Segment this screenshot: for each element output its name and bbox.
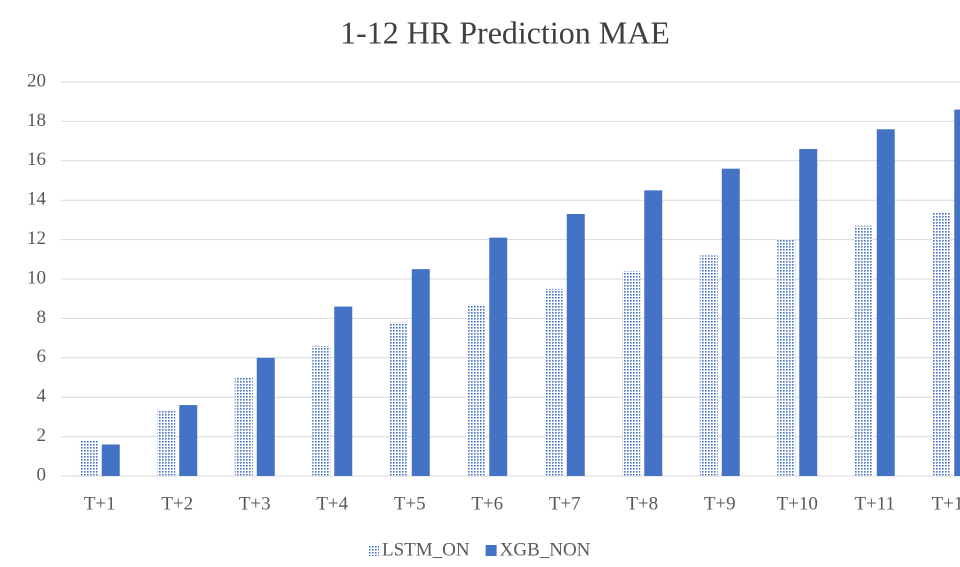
bar — [79, 440, 98, 476]
bar — [256, 357, 275, 476]
bar — [799, 148, 818, 477]
bar — [622, 271, 641, 476]
bar — [777, 239, 796, 476]
y-tick-label: 10 — [27, 267, 46, 288]
x-tick-label: T+7 — [549, 493, 581, 514]
bar — [411, 269, 430, 476]
bar — [544, 288, 563, 476]
bar — [312, 345, 331, 476]
x-tick-label: T+3 — [239, 493, 271, 514]
legend-swatch — [368, 545, 379, 556]
legend-label: LSTM_ON — [382, 539, 470, 560]
bar — [566, 213, 585, 477]
bar — [179, 405, 198, 476]
y-tick-label: 2 — [37, 425, 47, 446]
legend-label: XGB_NON — [500, 539, 591, 560]
y-tick-label: 4 — [37, 386, 47, 407]
bar — [234, 377, 253, 476]
bar — [699, 255, 718, 476]
x-tick-label: T+6 — [471, 493, 503, 514]
bar — [932, 212, 951, 476]
x-tick-label: T+10 — [777, 493, 818, 514]
y-tick-label: 8 — [37, 307, 47, 328]
y-tick-label: 16 — [27, 149, 46, 170]
bar — [954, 109, 960, 476]
x-tick-label: T+5 — [394, 493, 426, 514]
bar — [334, 306, 353, 476]
bar — [876, 129, 895, 476]
bar — [467, 304, 486, 476]
y-tick-label: 14 — [27, 189, 47, 210]
bar — [489, 237, 508, 476]
x-tick-label: T+1 — [84, 493, 116, 514]
legend-swatch — [485, 545, 497, 556]
x-tick-label: T+2 — [161, 493, 193, 514]
chart-title: 1-12 HR Prediction MAE — [340, 14, 670, 50]
y-tick-label: 12 — [27, 228, 46, 249]
bar — [644, 190, 663, 476]
y-tick-label: 6 — [37, 346, 47, 367]
bar — [389, 322, 408, 476]
x-tick-label: T+9 — [704, 493, 736, 514]
bar — [101, 444, 120, 476]
x-tick-label: T+12 — [932, 493, 960, 514]
y-tick-label: 18 — [27, 110, 46, 131]
x-tick-label: T+11 — [854, 493, 895, 514]
x-tick-label: T+8 — [626, 493, 658, 514]
x-tick-label: T+4 — [316, 493, 348, 514]
y-tick-label: 0 — [37, 464, 47, 485]
bar — [157, 410, 176, 476]
bar — [854, 225, 873, 476]
bar — [721, 168, 740, 476]
y-tick-label: 20 — [27, 70, 46, 91]
